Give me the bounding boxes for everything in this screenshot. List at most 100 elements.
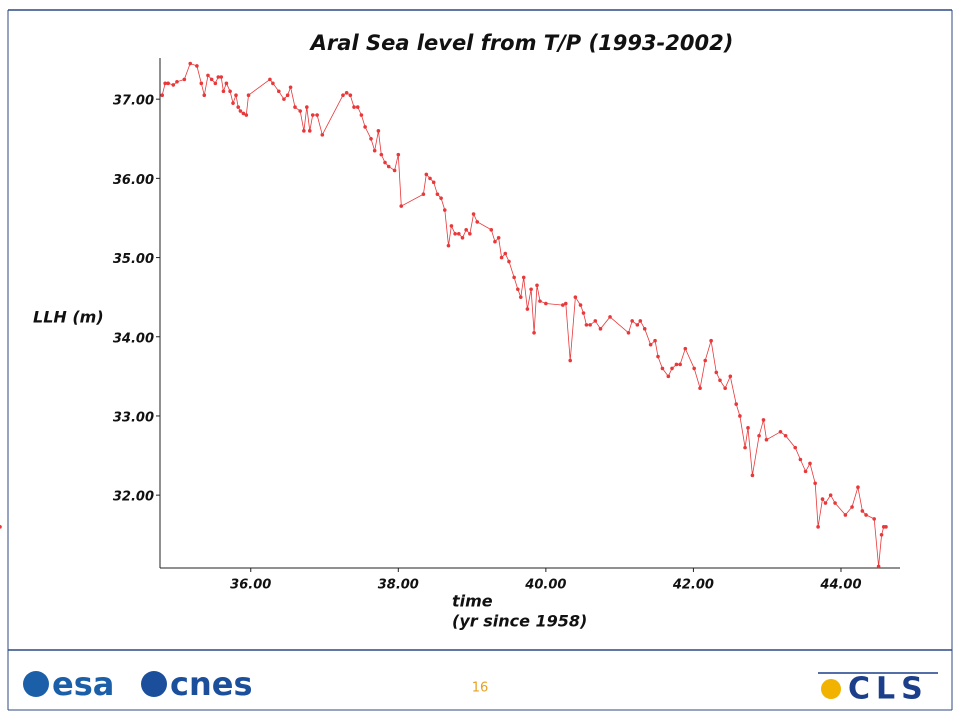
x-axis-label: (yr since 1958) [452,612,587,631]
data-point [578,303,583,307]
data-point [714,370,719,375]
data-point [460,235,465,240]
data-point [709,338,713,343]
data-point [298,109,302,113]
data-point [563,301,568,306]
data-point [703,358,708,363]
data-point [743,445,747,450]
data-point [666,374,671,379]
data-point [778,429,783,434]
data-point [512,275,516,280]
data-point [421,192,426,197]
data-point [734,402,739,406]
data-point [0,525,2,529]
data-point [598,327,603,331]
data-point [268,77,272,82]
data-point [315,113,319,117]
data-point [718,378,722,383]
data-point [833,501,837,505]
data-point [648,342,653,347]
x-tick-label: 36.00 [230,578,271,593]
data-point [538,299,542,303]
data-point [692,366,696,371]
data-point [516,287,520,292]
data-point [626,330,631,335]
data-point [396,152,401,157]
series-line [161,62,886,567]
data-point [271,81,275,86]
data-point [228,89,232,94]
logo: cnes [170,665,253,703]
data-point [379,152,384,157]
y-tick-label: 32.00 [113,490,154,505]
x-tick-label: 38.00 [378,578,419,593]
data-point [363,125,367,129]
data-point [282,97,286,101]
data-point [468,232,472,236]
data-point [544,301,548,306]
data-point [813,481,817,486]
y-tick-label: 33.00 [113,410,154,425]
data-point [532,330,536,335]
data-point [860,509,865,513]
data-point [285,93,290,98]
data-point [518,295,523,299]
data-point [823,501,828,505]
data-point [864,513,868,517]
x-tick-label: 40.00 [524,578,566,593]
data-point [820,497,825,501]
data-point [746,426,750,430]
data-point [535,283,539,288]
data-point [642,327,647,331]
data-point [424,172,429,177]
data-point [166,81,170,86]
data-point [656,354,660,359]
data-point [428,176,432,181]
data-point [521,275,526,280]
data-point [638,319,643,323]
x-axis-label: time [452,592,493,611]
y-tick-label: 34.00 [113,331,154,346]
data-point [808,461,812,466]
data-point [683,346,688,351]
data-point [352,105,356,109]
data-point [344,91,349,95]
data-point [206,73,210,78]
data-point [757,433,761,438]
data-point [276,89,281,94]
data-point [341,93,345,98]
data-point [660,366,665,371]
data-point [630,319,634,323]
data-point [793,445,798,450]
data-point [348,93,353,98]
data-point [231,101,235,105]
data-point [442,208,447,212]
data-point [199,81,204,86]
data-point [175,79,179,84]
x-tick-label: 42.00 [672,578,714,593]
y-tick-label: 37.00 [113,94,154,109]
data-point [307,129,312,133]
data-point [723,386,727,391]
data-point [435,192,440,197]
data-point [449,224,454,228]
data-point [803,469,808,474]
data-point [698,386,702,391]
data-point [392,168,397,173]
data-point [738,414,742,418]
data-point [439,196,443,200]
data-point [635,323,640,327]
data-point [213,81,218,86]
data-point [674,362,679,367]
y-tick-label: 36.00 [113,173,154,188]
data-point [182,77,187,82]
data-point [828,493,833,497]
data-point [446,243,451,248]
data-point [431,180,436,185]
data-point [236,105,241,109]
page-number: 16 [472,681,489,696]
data-point [238,109,243,113]
data-point [489,228,494,232]
data-point [653,338,657,343]
data-point [529,287,533,292]
